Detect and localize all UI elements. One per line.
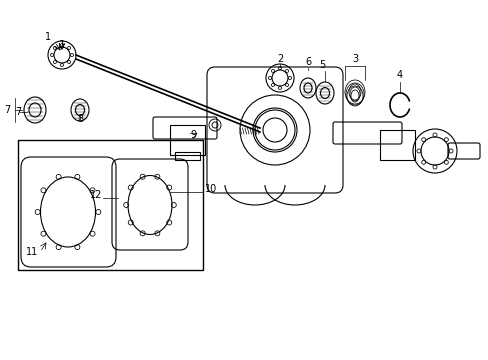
Bar — [379, 130, 414, 160]
Bar — [170, 125, 204, 155]
Text: 1: 1 — [45, 32, 51, 42]
Text: 10: 10 — [204, 184, 217, 194]
Text: 1: 1 — [59, 40, 65, 50]
Bar — [175, 152, 200, 160]
Text: 9: 9 — [189, 130, 196, 140]
Text: 3: 3 — [351, 54, 357, 64]
Bar — [18, 140, 203, 270]
Text: 5: 5 — [318, 60, 325, 70]
Text: 2: 2 — [276, 54, 283, 64]
Text: 8: 8 — [77, 114, 83, 124]
Text: 12: 12 — [89, 190, 102, 200]
Text: 6: 6 — [305, 57, 310, 67]
Text: 11: 11 — [26, 247, 38, 257]
Text: 7: 7 — [4, 105, 10, 115]
Text: 7: 7 — [15, 107, 21, 117]
Text: 4: 4 — [396, 70, 402, 80]
